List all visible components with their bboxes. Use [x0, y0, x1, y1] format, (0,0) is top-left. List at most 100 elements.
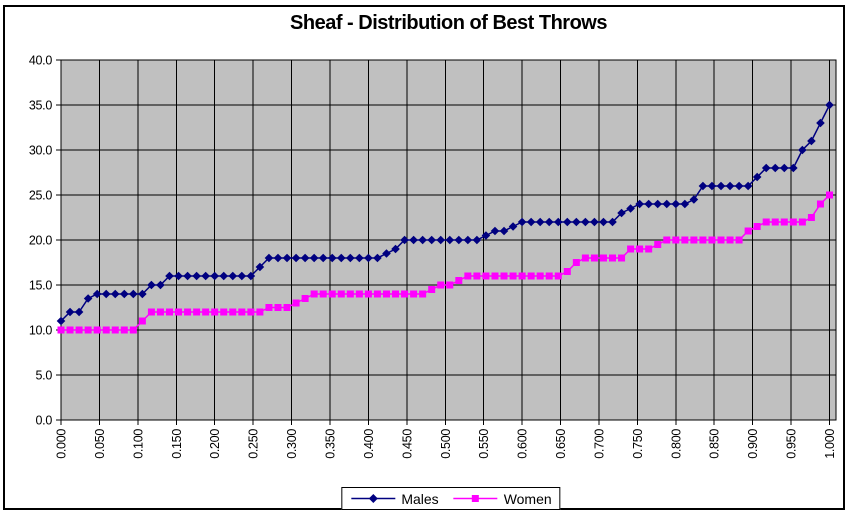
y-tick-label: 5.0 [36, 369, 53, 383]
data-point-square [373, 290, 381, 298]
x-tick-label: 0.200 [208, 429, 222, 459]
data-point-diamond [725, 181, 735, 191]
data-point-square [184, 308, 192, 316]
y-tick-label: 15.0 [29, 279, 52, 293]
legend: Males Women [341, 487, 561, 510]
data-point-diamond [210, 271, 219, 281]
data-point-square [66, 326, 74, 334]
x-tick-label: 0.850 [708, 429, 722, 459]
data-point-square [437, 281, 445, 289]
y-axis-labels: 0.0 5.0 10.0 15.0 20.0 25.0 30.0 35.0 40.0 [29, 54, 53, 428]
data-point-square [93, 326, 101, 334]
legend-label-women: Women [503, 490, 552, 507]
data-point-diamond [129, 289, 138, 299]
data-point-square [681, 236, 689, 244]
data-point-diamond [445, 235, 455, 245]
x-axis-labels: 0.000 0.050 0.100 0.150 0.200 0.250 0.300 0.350… [55, 429, 838, 459]
data-point-square [211, 308, 219, 316]
data-point-diamond [165, 271, 174, 281]
data-point-square [744, 227, 752, 235]
data-point-diamond [752, 172, 762, 182]
data-point-diamond [400, 235, 409, 245]
data-point-diamond [156, 280, 165, 290]
data-point-diamond [590, 217, 599, 227]
data-point-square [690, 236, 698, 244]
x-tick-label: 0.600 [516, 429, 530, 459]
data-point-diamond [635, 199, 644, 209]
data-point-diamond [101, 289, 111, 299]
data-point-square [283, 304, 291, 311]
males-series-marker-icon [351, 494, 396, 503]
data-point-diamond [490, 226, 500, 236]
x-tick-label: 0.250 [247, 429, 261, 459]
data-point-square [627, 245, 635, 253]
data-point-square [482, 272, 490, 280]
data-point-diamond [110, 289, 120, 299]
data-point-diamond [816, 118, 825, 128]
data-point-square [419, 290, 427, 298]
data-point-square [636, 245, 644, 253]
data-point-square [401, 290, 409, 298]
data-point-square [735, 236, 743, 244]
data-point-diamond [147, 280, 156, 290]
x-tick-label: 0.000 [55, 429, 69, 459]
data-point-diamond [807, 136, 816, 146]
data-point-square [826, 191, 833, 199]
y-tick-label: 0.0 [36, 414, 53, 428]
data-point-diamond [56, 316, 66, 326]
data-point-square [292, 299, 300, 307]
data-point-square [319, 290, 327, 298]
data-point-square [175, 308, 183, 316]
data-point-square [536, 272, 544, 280]
data-point-diamond [237, 271, 247, 281]
data-point-square [355, 290, 363, 298]
data-point-diamond [291, 253, 301, 263]
y-tick-label: 35.0 [29, 99, 52, 113]
data-point-square [590, 254, 598, 262]
data-point-diamond [92, 289, 102, 299]
legend-item-males: Males [350, 490, 439, 507]
data-point-square [410, 290, 418, 298]
data-point-square [446, 281, 454, 289]
data-point-square [229, 308, 237, 316]
data-point-diamond [626, 204, 635, 213]
data-point-square [609, 254, 617, 262]
data-point-square [762, 218, 770, 226]
data-point-diamond [74, 307, 84, 317]
data-point-diamond [364, 253, 373, 263]
data-point-diamond [572, 217, 581, 227]
data-point-diamond [382, 249, 391, 258]
data-point-diamond [599, 217, 608, 227]
series-women [57, 191, 833, 334]
x-tick-label: 0.650 [554, 429, 568, 459]
data-point-square [618, 254, 626, 262]
x-tick-label: 0.150 [170, 429, 184, 459]
data-point-diamond [563, 217, 572, 227]
data-point-diamond [508, 222, 518, 231]
data-point-diamond [761, 163, 771, 173]
data-point-diamond [83, 294, 93, 303]
data-point-diamond [535, 217, 545, 227]
data-point-square [807, 214, 815, 221]
x-tick-label: 0.350 [323, 429, 337, 459]
data-point-diamond [273, 253, 283, 263]
data-point-diamond [201, 271, 210, 281]
data-point-square [337, 290, 345, 298]
data-point-square [138, 317, 146, 325]
data-point-square [473, 272, 481, 280]
y-tick-label: 40.0 [29, 54, 52, 68]
y-tick-label: 20.0 [29, 234, 52, 248]
data-point-square [120, 326, 128, 334]
data-point-square [771, 218, 779, 226]
data-point-square [102, 326, 110, 334]
data-point-square [672, 236, 680, 244]
data-point-square [563, 268, 571, 275]
gridlines [61, 60, 836, 420]
data-point-square [165, 308, 173, 316]
data-point-diamond [716, 181, 726, 191]
data-point-diamond [825, 100, 834, 110]
legend-label-males: Males [401, 490, 439, 507]
data-point-square [301, 295, 309, 302]
data-point-square [382, 290, 390, 298]
